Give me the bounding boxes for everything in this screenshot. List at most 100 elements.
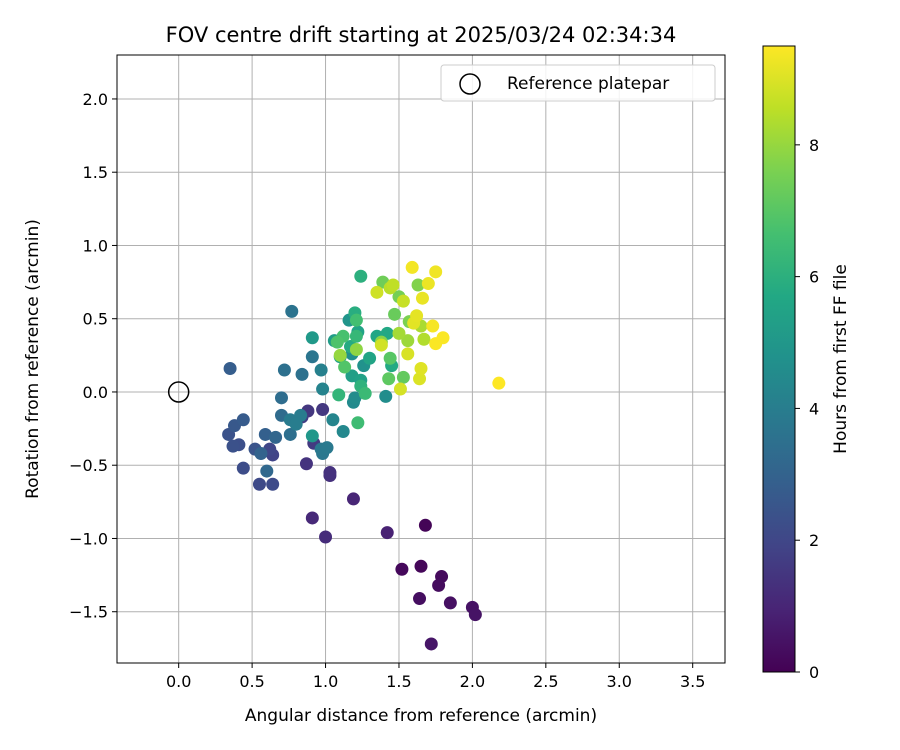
data-point	[323, 466, 337, 480]
legend-marker	[459, 73, 481, 95]
colorbar-tick-label: 0	[809, 663, 819, 682]
y-tick-label: −0.5	[69, 456, 108, 475]
data-point	[370, 285, 384, 299]
y-axis-ticks: 2.0 1.5 1.0 0.5 0.0 −0.5 −1.0 −1.5	[69, 90, 117, 622]
data-point	[468, 608, 482, 622]
data-point	[223, 362, 237, 376]
x-tick-label: 1.5	[386, 672, 411, 691]
data-point	[277, 363, 291, 377]
data-point	[354, 269, 368, 283]
data-point	[405, 260, 419, 274]
x-axis-ticks: 0.0 0.5 1.0 1.5 2.0 2.5 3.0 3.5	[166, 663, 705, 691]
data-point	[266, 477, 280, 491]
data-point	[283, 427, 297, 441]
data-point	[316, 403, 330, 417]
data-point	[338, 360, 352, 374]
colorbar-gradient	[762, 45, 796, 673]
y-tick-label: 2.0	[83, 90, 108, 109]
data-point	[417, 332, 431, 346]
data-point	[380, 526, 394, 540]
data-point	[349, 342, 363, 356]
data-point	[299, 457, 313, 471]
data-point	[254, 446, 268, 460]
data-point	[305, 429, 319, 443]
data-point	[424, 637, 438, 651]
data-point	[401, 334, 415, 348]
data-point	[305, 331, 319, 345]
data-point	[374, 338, 388, 352]
y-tick-label: 0.0	[83, 383, 108, 402]
data-point	[429, 265, 443, 279]
data-point	[492, 376, 506, 390]
x-tick-label: 0.5	[239, 672, 264, 691]
data-point	[426, 319, 440, 333]
data-point	[392, 326, 406, 340]
x-tick-label: 2.0	[460, 672, 485, 691]
grid	[117, 55, 725, 663]
data-point	[269, 430, 283, 444]
x-axis-label: Angular distance from reference (arcmin)	[245, 706, 597, 726]
data-point	[358, 386, 372, 400]
data-point	[330, 335, 344, 349]
colorbar-label: Hours from first FF file	[831, 264, 851, 454]
colorbar-tick-label: 2	[809, 531, 819, 550]
data-point	[295, 367, 309, 381]
data-point	[236, 461, 250, 475]
legend: Reference platepar	[440, 64, 716, 102]
data-point	[421, 277, 435, 291]
data-point	[363, 351, 377, 365]
data-point	[305, 511, 319, 525]
data-point	[410, 309, 424, 323]
data-point	[316, 382, 330, 396]
data-point	[258, 427, 272, 441]
data-point	[289, 417, 303, 431]
data-point	[351, 416, 365, 430]
data-point	[382, 372, 396, 386]
data-point	[252, 477, 266, 491]
y-tick-label: 0.5	[83, 310, 108, 329]
data-point	[346, 492, 360, 506]
y-tick-label: 1.5	[83, 163, 108, 182]
data-points	[222, 260, 506, 651]
data-point	[413, 592, 427, 606]
data-point	[418, 518, 432, 532]
data-point	[401, 347, 415, 361]
y-tick-label: −1.0	[69, 529, 108, 548]
data-point	[414, 559, 428, 573]
x-tick-label: 3.0	[607, 672, 632, 691]
data-point	[349, 313, 363, 327]
x-tick-label: 2.5	[533, 672, 558, 691]
y-tick-label: −1.5	[69, 603, 108, 622]
data-point	[383, 351, 397, 365]
data-point	[326, 413, 340, 427]
data-point	[226, 439, 240, 453]
data-point	[333, 348, 347, 362]
data-point	[236, 413, 250, 427]
chart-title: FOV centre drift starting at 2025/03/24 …	[166, 23, 677, 47]
x-tick-label: 0.0	[166, 672, 191, 691]
data-point	[414, 362, 428, 376]
colorbar-ticks: 0 2 4 6 8	[795, 136, 819, 682]
data-point	[319, 530, 333, 544]
colorbar-tick-label: 6	[809, 268, 819, 287]
data-point	[285, 304, 299, 318]
x-tick-label: 1.0	[313, 672, 338, 691]
reference-marker	[167, 381, 190, 403]
colorbar: 0 2 4 6 8 Hours from first FF file	[762, 45, 851, 682]
data-point	[413, 372, 427, 386]
x-tick-label: 3.5	[680, 672, 705, 691]
data-point	[348, 391, 362, 405]
data-point	[349, 329, 363, 343]
data-point	[274, 391, 288, 405]
data-point	[320, 441, 334, 455]
data-point	[415, 291, 429, 305]
data-point	[443, 596, 457, 610]
data-point	[395, 562, 409, 576]
legend-box	[440, 64, 716, 102]
data-point	[396, 294, 410, 308]
data-point	[386, 278, 400, 292]
data-point	[332, 388, 346, 402]
data-point	[336, 425, 350, 439]
data-point	[314, 363, 328, 377]
